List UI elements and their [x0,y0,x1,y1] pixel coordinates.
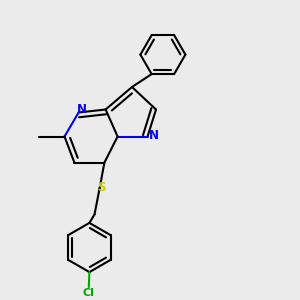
Text: N: N [77,103,87,116]
Text: N: N [149,129,159,142]
Text: Cl: Cl [83,287,95,298]
Text: S: S [97,181,105,194]
